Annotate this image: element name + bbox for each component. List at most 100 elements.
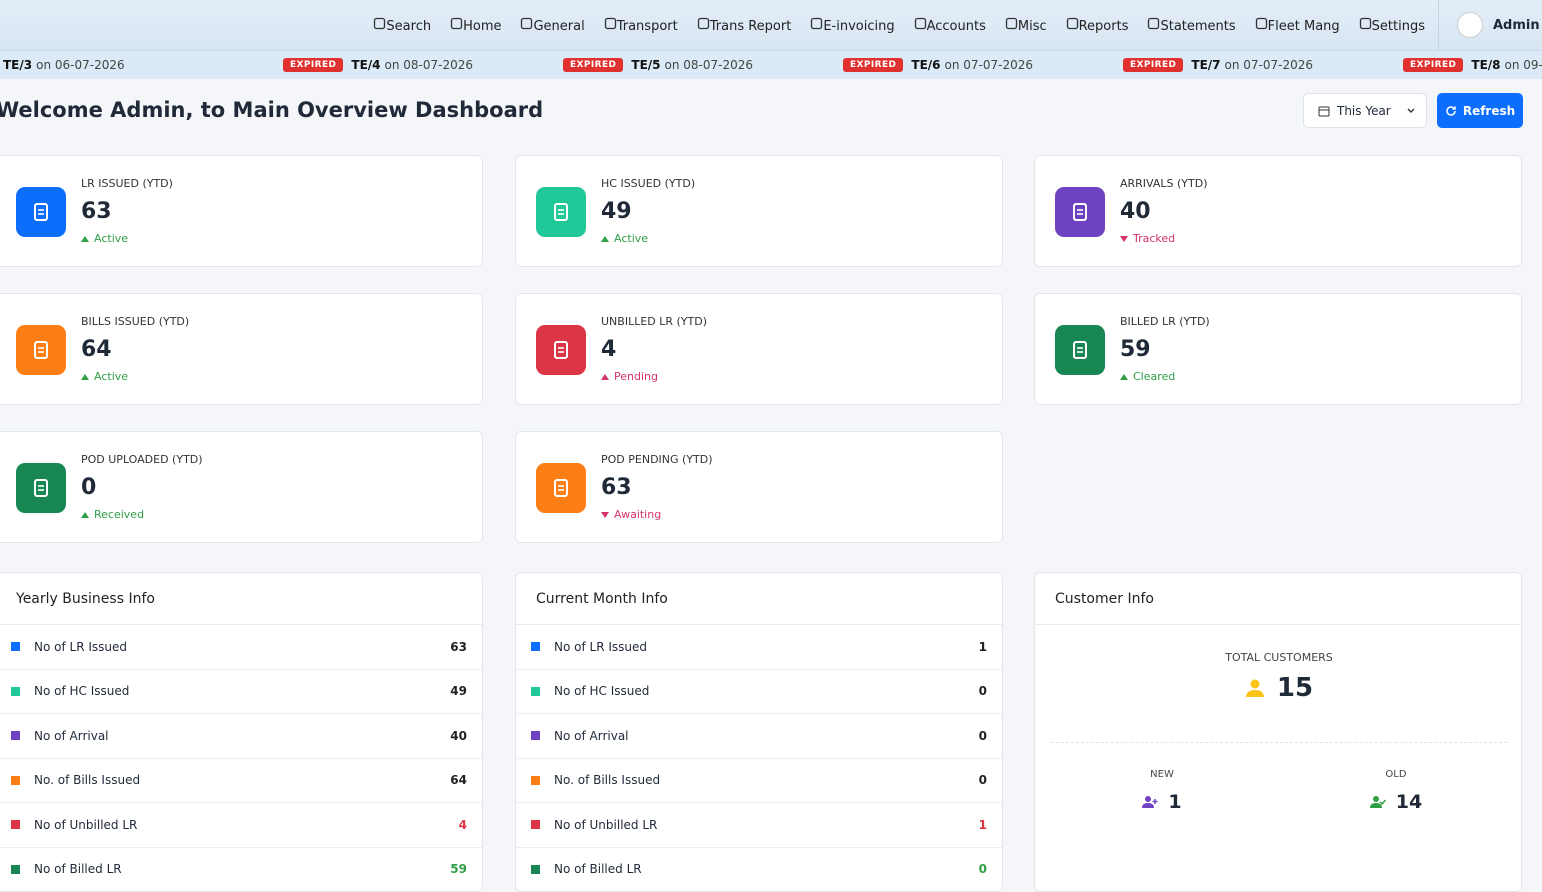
row-marker	[11, 865, 20, 874]
nav-label: Settings	[1372, 19, 1425, 34]
icon	[601, 373, 609, 381]
row-value: 0	[979, 862, 987, 876]
icon	[810, 17, 823, 30]
card-label: BILLS ISSUED (YTD)	[81, 315, 189, 328]
nav-label: General	[533, 19, 584, 34]
row-value: 4	[459, 818, 467, 832]
row-label: No. of Bills Issued	[554, 773, 660, 787]
row-marker	[11, 731, 20, 740]
row-label: No of Arrival	[34, 729, 109, 743]
customer-panel: Customer Info TOTAL CUSTOMERS 15 NEW 1 O…	[1034, 572, 1522, 892]
icon	[1005, 17, 1018, 30]
status-text: Active	[94, 370, 128, 383]
info-row: No of Unbilled LR 1	[516, 803, 1002, 848]
row-value: 1	[979, 640, 987, 654]
card-status: Received	[81, 508, 144, 521]
nav-item[interactable]: Statements	[1147, 17, 1235, 34]
row-value: 0	[979, 729, 987, 743]
user-name: Admin	[1493, 18, 1540, 33]
expired-badge: EXPIRED	[283, 58, 343, 72]
card-label: BILLED LR (YTD)	[1120, 315, 1210, 328]
icon	[81, 511, 89, 519]
icon	[81, 373, 89, 381]
row-marker	[531, 731, 540, 740]
ticker-date: on 06-07-2026	[36, 58, 125, 72]
nav-item[interactable]: Settings	[1359, 17, 1425, 34]
card-icon	[536, 187, 586, 237]
card-icon	[536, 325, 586, 375]
nav-label: Reports	[1079, 19, 1129, 34]
nav-label: E-invoicing	[823, 19, 894, 34]
expired-badge: EXPIRED	[843, 58, 903, 72]
card-status: Tracked	[1120, 232, 1175, 245]
icon	[81, 235, 89, 243]
user-menu[interactable]: Admin	[1438, 0, 1542, 50]
panel-title: Yearly Business Info	[0, 573, 482, 625]
new-label: NEW	[1035, 769, 1289, 780]
icon	[29, 476, 53, 500]
ticker-date: on 07-07-2026	[1225, 58, 1314, 72]
icon	[1066, 17, 1079, 30]
ticker-code: TE/7	[1191, 58, 1220, 72]
card-value: 63	[601, 475, 632, 500]
row-label: No of Billed LR	[34, 862, 122, 876]
row-marker	[531, 865, 540, 874]
nav-item[interactable]: Home	[450, 17, 501, 34]
nav-item[interactable]: Accounts	[914, 17, 986, 34]
icon	[549, 476, 573, 500]
status-text: Pending	[614, 370, 658, 383]
icon	[1068, 338, 1092, 362]
row-value: 1	[979, 818, 987, 832]
period-select[interactable]: This Year	[1303, 93, 1427, 128]
card-status: Awaiting	[601, 508, 661, 521]
nav-item[interactable]: Trans Report	[697, 17, 792, 34]
status-text: Tracked	[1133, 232, 1175, 245]
new-value: 1	[1168, 791, 1181, 813]
nav-item[interactable]: General	[520, 17, 584, 34]
ticker-date: on 08-07-2026	[385, 58, 474, 72]
nav-item[interactable]: E-invoicing	[810, 17, 894, 34]
info-row: No of Unbilled LR 4	[0, 803, 482, 848]
card-icon	[1055, 187, 1105, 237]
row-marker	[11, 776, 20, 785]
nav-label: Misc	[1018, 19, 1047, 34]
nav-item[interactable]: Transport	[604, 17, 678, 34]
refresh-button[interactable]: Refresh	[1437, 93, 1523, 128]
ticker-code: TE/5	[631, 58, 660, 72]
card-icon	[1055, 325, 1105, 375]
panel-title: Customer Info	[1035, 573, 1521, 625]
icon	[450, 17, 463, 30]
expired-badge: EXPIRED	[1403, 58, 1463, 72]
nav-item[interactable]: Fleet Mang	[1255, 17, 1340, 34]
row-value: 40	[450, 729, 467, 743]
icon	[1120, 373, 1128, 381]
row-marker	[531, 687, 540, 696]
nav-item[interactable]: Reports	[1066, 17, 1129, 34]
card-value: 63	[81, 199, 112, 224]
icon	[601, 235, 609, 243]
card-icon	[16, 325, 66, 375]
nav-item[interactable]: Misc	[1005, 17, 1047, 34]
card-status: Cleared	[1120, 370, 1175, 383]
nav-menu: Search Home General Transport Trans Report E-…	[373, 0, 1425, 50]
row-value: 63	[450, 640, 467, 654]
nav-label: Trans Report	[710, 19, 792, 34]
ticker-date: on 08-07-2026	[665, 58, 754, 72]
nav-label: Search	[386, 19, 431, 34]
row-label: No of HC Issued	[554, 684, 649, 698]
nav-item[interactable]: Search	[373, 17, 431, 34]
row-label: No of Unbilled LR	[554, 818, 657, 832]
row-label: No of Unbilled LR	[34, 818, 137, 832]
row-label: No of LR Issued	[554, 640, 647, 654]
